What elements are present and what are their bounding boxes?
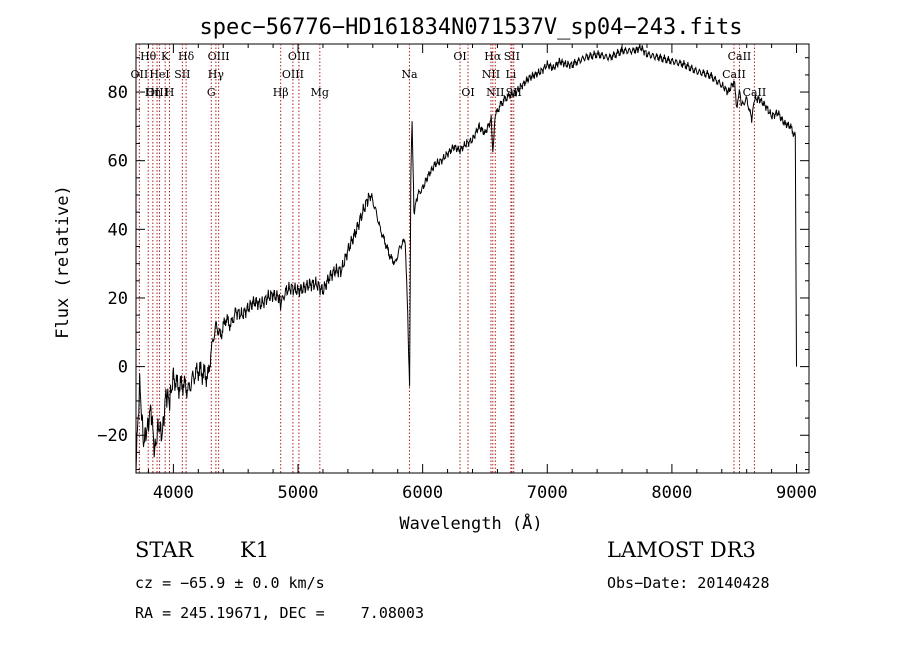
line-marker-label: HeI — [149, 68, 169, 81]
line-marker-label: Na — [401, 68, 418, 81]
line-marker-label: NII — [482, 68, 500, 81]
chart-title: spec−56776−HD161834N071537V_sp04−243.fit… — [199, 15, 742, 40]
line-marker-label: Hγ — [208, 68, 225, 81]
y-tick-label: 40 — [108, 220, 128, 240]
line-marker-label: OIII — [146, 86, 168, 99]
line-marker-label: Hδ — [178, 50, 195, 63]
line-marker-label: CaII — [728, 50, 752, 63]
x-axis-label: Wavelength (Å) — [399, 512, 542, 534]
line-marker-label: Hβ — [273, 86, 289, 99]
object-class: STAR — [135, 538, 194, 562]
redshift-readout: cz = −65.9 ± 0.0 km/s — [135, 574, 325, 592]
line-marker-label: K — [161, 50, 170, 63]
line-marker-label: G — [207, 86, 216, 99]
line-marker-label: CaII — [743, 86, 767, 99]
y-axis-label: Flux (relative) — [53, 185, 73, 339]
survey-name: LAMOST DR3 — [607, 538, 756, 562]
y-tick-label: 0 — [118, 358, 128, 378]
line-marker-label: OIII — [282, 68, 304, 81]
line-marker-label: Hα — [484, 50, 502, 63]
line-marker-label: NII — [486, 86, 504, 99]
line-marker-label: Hθ — [140, 50, 157, 63]
line-marker-label: SII — [174, 68, 190, 81]
x-tick-label: 4000 — [153, 483, 194, 503]
line-marker-label: Hη — [145, 86, 161, 99]
object-subclass: K1 — [240, 538, 270, 562]
x-tick-label: 5000 — [278, 483, 319, 503]
x-tick-label: 7000 — [527, 483, 568, 503]
line-marker-label: Mg — [311, 86, 329, 99]
line-marker-label: OIII — [288, 50, 310, 63]
line-marker-label: SII — [504, 50, 520, 63]
line-marker-label: Li — [505, 68, 516, 81]
line-marker-label: OIII — [208, 50, 230, 63]
line-marker-label: CaII — [722, 68, 746, 81]
y-tick-label: −20 — [97, 426, 128, 446]
line-marker-label: OI — [461, 86, 474, 99]
y-tick-label: 80 — [108, 83, 128, 103]
y-tick-label: 20 — [108, 289, 128, 309]
line-marker-label: H — [165, 86, 175, 99]
x-tick-label: 9000 — [776, 483, 817, 503]
x-tick-label: 8000 — [651, 483, 692, 503]
y-tick-label: 60 — [108, 152, 128, 172]
plot-frame — [135, 43, 810, 474]
obs-date: Obs−Date: 20140428 — [607, 574, 770, 592]
spectrum-line — [135, 44, 797, 474]
line-marker-label: OI — [453, 50, 466, 63]
coordinates-readout: RA = 245.19671, DEC = 7.08003 — [135, 604, 424, 622]
x-tick-label: 6000 — [402, 483, 443, 503]
